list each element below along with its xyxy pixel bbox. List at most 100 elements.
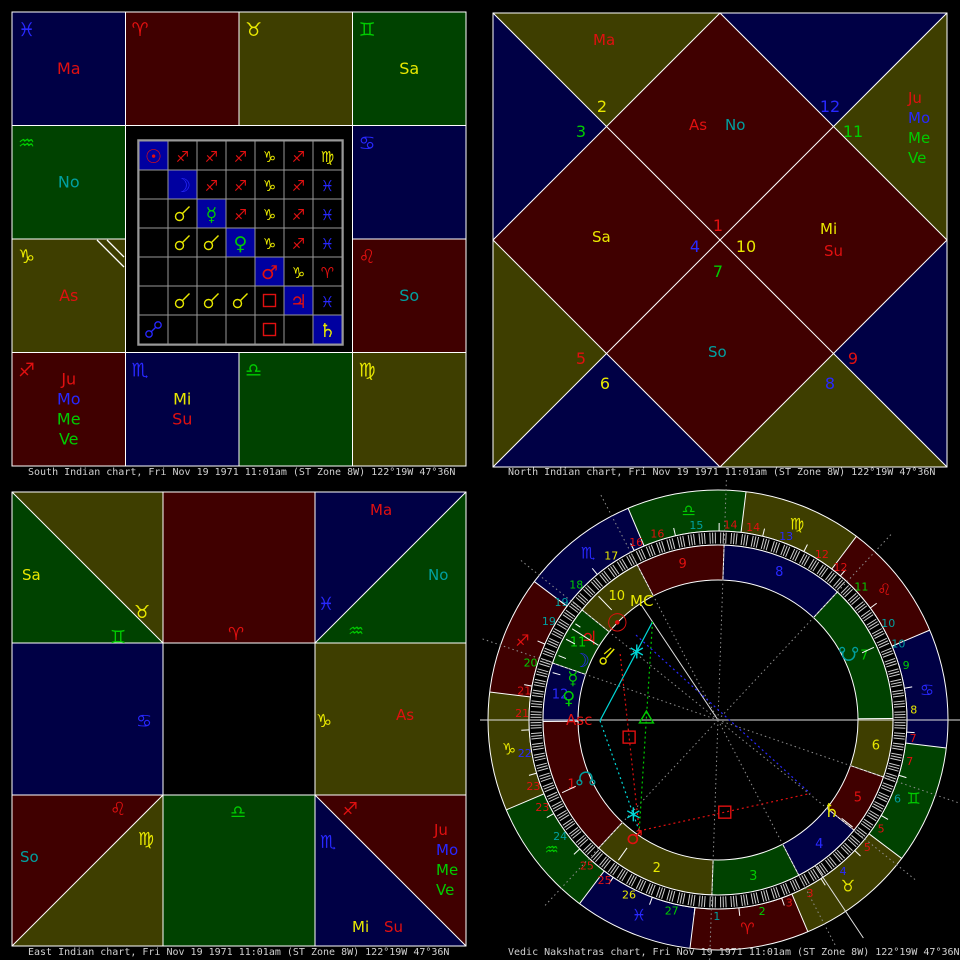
tick	[552, 803, 563, 810]
grid-cell: ♐	[196, 140, 227, 171]
tick	[871, 628, 882, 635]
pada-gap	[632, 875, 641, 890]
tick	[626, 873, 633, 884]
tick	[789, 548, 796, 560]
tick	[892, 745, 904, 748]
wheel-sign-glyph-gemini: ♊	[906, 789, 920, 808]
pada-gap	[662, 887, 669, 902]
grid-cell	[254, 314, 285, 345]
sign-sector-taurus	[791, 833, 902, 932]
sign-sector-aries	[689, 893, 808, 950]
grid-cell-bg	[138, 169, 169, 200]
conjunction-icon	[182, 206, 190, 214]
nakshatra-number-20: 20	[524, 657, 538, 670]
sign-glyph-scorpio: ♏	[132, 360, 149, 382]
pada-gap	[821, 567, 832, 581]
grid-midpoint-sign-sagittarius: ♐	[205, 148, 218, 166]
tick	[866, 618, 877, 626]
tick	[554, 628, 565, 635]
grid-cell-bg	[167, 140, 198, 171]
pada-gap	[579, 589, 592, 601]
house-number-12: 12	[820, 97, 840, 116]
house-number-3: 3	[576, 122, 586, 141]
pada-gap	[595, 853, 607, 866]
planet-label-su: Su	[384, 918, 403, 936]
tick	[579, 838, 589, 848]
nakshatra-number-16: 16	[629, 536, 643, 549]
grid-cell	[225, 314, 256, 345]
tick	[780, 884, 786, 896]
tick	[638, 549, 644, 561]
pada-gap	[873, 797, 888, 806]
nakshatra-number-25: 25	[580, 860, 594, 873]
tick	[587, 585, 596, 594]
grid-midpoint-sign-sagittarius: ♐	[292, 148, 305, 166]
grid-cell	[167, 314, 198, 345]
tick	[847, 838, 857, 848]
tick	[661, 541, 666, 552]
pada-gap	[604, 859, 615, 873]
grid-cell	[196, 227, 227, 258]
house-sector-1	[543, 721, 623, 848]
tick	[816, 865, 824, 876]
grid-cell-bg	[254, 198, 285, 229]
nakshatra-boundary	[762, 528, 766, 537]
aspect-line-mc-ma	[638, 621, 654, 831]
tick	[556, 810, 567, 817]
tick	[755, 536, 760, 548]
pada-gap	[786, 880, 794, 895]
nakshatra-boundary	[630, 543, 635, 551]
nakshatra-boundary	[880, 815, 889, 820]
house-number-9: 9	[848, 349, 858, 368]
tick	[534, 757, 546, 762]
sign-cell-virgo: ♍	[352, 352, 467, 467]
tick	[607, 862, 616, 873]
pada-gap	[795, 550, 804, 565]
nakshatra-boundary	[738, 907, 741, 916]
tick	[531, 737, 543, 740]
planet-glyph-ve: ♀	[562, 688, 575, 709]
tick	[537, 668, 549, 673]
tick	[730, 532, 733, 545]
tick	[893, 700, 905, 703]
sextile-icon	[630, 647, 644, 656]
tick	[753, 536, 757, 548]
tick	[532, 692, 544, 695]
nakshatra-boundary	[820, 878, 826, 886]
pada-gap	[804, 870, 814, 885]
tick	[863, 818, 874, 826]
grid-midpoint-sign-sagittarius: ♐	[234, 177, 247, 195]
nakshatra-boundary	[904, 686, 913, 689]
tick	[893, 705, 906, 708]
tick	[820, 567, 829, 578]
pada-gap	[891, 739, 906, 744]
house-region-3	[493, 13, 607, 240]
tick	[585, 587, 594, 596]
sign-cell-bg	[352, 238, 467, 353]
wheel-house-number-3: 3	[749, 869, 757, 884]
sign-cell-bg	[125, 352, 240, 467]
house-cusp-line	[813, 591, 838, 618]
planet-pointer-ke	[861, 646, 875, 654]
pada-gap	[891, 696, 906, 701]
tick	[760, 891, 765, 902]
tick	[552, 630, 563, 637]
tick	[542, 782, 554, 788]
tick	[621, 558, 628, 569]
tick	[703, 532, 706, 545]
sign-cell-bg	[11, 125, 126, 240]
grid-planet-glyph-mo: ☽	[174, 175, 191, 197]
planet-glyph-ra	[576, 771, 596, 786]
nakshatra-number-23: 23	[526, 780, 540, 793]
nakshatra-number-22: 22	[518, 747, 532, 760]
square-aspect-icon	[262, 293, 277, 308]
sign-glyph-capricorn: ♑	[18, 246, 35, 268]
pada-gap	[726, 894, 731, 909]
tick	[543, 784, 555, 790]
tick	[770, 888, 775, 899]
pada-gap	[531, 685, 546, 691]
tick	[765, 889, 770, 901]
planet-label-mi: Mi	[820, 220, 837, 238]
caption-north: North Indian chart, Fri Nov 19 1971 11:0…	[508, 467, 936, 478]
